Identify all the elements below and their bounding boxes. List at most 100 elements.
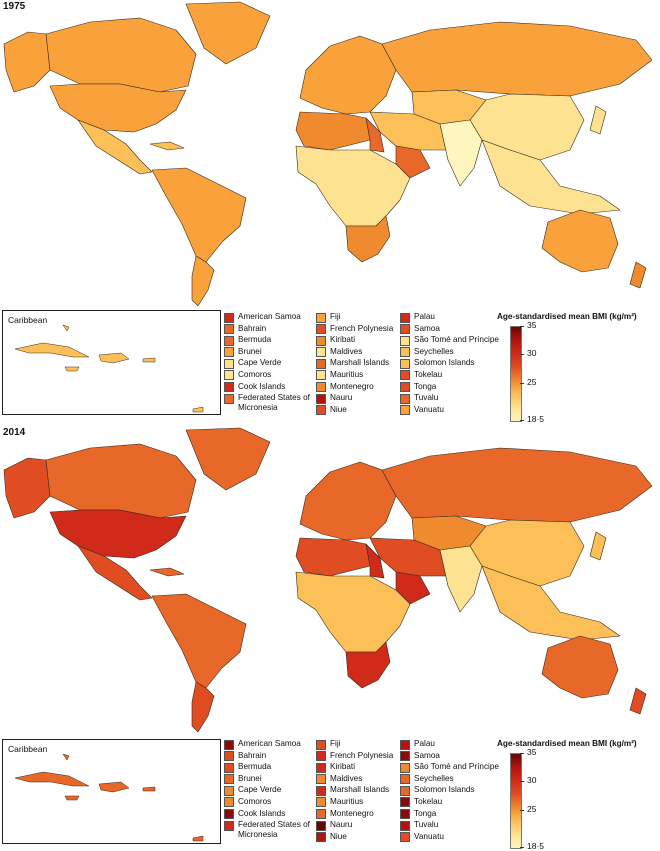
scale-tick [520,781,524,783]
region-russia [381,447,653,523]
legend-swatch [400,370,410,381]
region-southeast-asia [481,139,621,215]
legend-item: Maldives [316,347,393,359]
legend-swatch [316,370,326,381]
scale-tick [520,847,524,848]
year-label: 2014 [3,427,26,438]
legend-swatch [400,832,410,843]
legend-label: Seychelles [414,773,454,783]
region-gulf [395,571,431,605]
inset-islands [14,324,204,413]
caribbean-inset-map [14,324,204,413]
region-north-africa [295,111,371,151]
region-greenland [185,1,271,65]
legend-column-2: Fiji French Polynesia Kiribati Maldives Mars… [316,739,393,843]
region-usa [49,83,187,133]
legend-swatch [224,809,234,820]
legend-item: Kiribati [316,335,393,347]
legend-label: Samoa [414,323,440,333]
legend-swatch [400,347,410,358]
region-greenland [185,427,271,491]
legend-swatch [316,405,326,416]
scale-tick-label: 18·5 [527,414,545,424]
scale-tick [520,354,524,356]
legend-label: Federated States of Micronesia [238,393,310,412]
scale-tick [520,809,524,811]
territory-legend: American Samoa Bahrain Bermuda Brunei Cape V… [224,312,499,420]
legend-item: Montenegro [316,809,393,821]
legend-item: Federated States of Micronesia [224,393,314,416]
legend-label: Montenegro [330,381,374,391]
legend-item: Mauritius [316,797,393,809]
legend-item: Vanuatu [400,405,499,417]
legend-label: Fiji [330,739,341,748]
legend-label: Vanuatu [414,404,444,414]
legend-item: Marshall Islands [316,785,393,797]
legend-label: Tokelau [414,796,443,806]
legend-column-3: Palau Samoa São Tomé and Príncipe Seychelle… [400,312,499,416]
legend-label: French Polynesia [330,323,394,333]
region-new-zealand [629,687,647,715]
legend-label: Palau [414,312,435,321]
territory-legend: American Samoa Bahrain Bermuda Brunei Cape V… [224,739,499,847]
legend-item: Cook Islands [224,809,314,821]
legend-label: Kiribati [330,335,356,345]
scale-tick [520,326,524,327]
legend-swatch [224,785,234,796]
legend-swatch [224,335,234,346]
legend-label: Cape Verde [238,358,282,368]
region-southern-africa [345,641,391,689]
scale-tick [520,382,524,384]
legend-swatch [224,370,234,381]
legend-label: Bermuda [238,335,272,345]
legend-item: Niue [316,832,393,844]
region-middle-east [369,111,447,151]
legend-item: French Polynesia [316,324,393,336]
scale-tick-label: 30 [527,775,537,786]
legend-label: Cook Islands [238,808,286,818]
inset-islands [14,753,204,842]
region-canada [45,17,197,93]
legend-swatch [224,347,234,358]
legend-item: Tuvalu [400,393,499,405]
legend-swatch [224,797,234,808]
island-cuba [14,342,90,358]
legend-swatch [316,820,326,831]
scale-gradient-bar [510,753,522,849]
region-subsaharan-africa [295,145,411,227]
legend-swatch [316,347,326,358]
legend-item: Bermuda [224,335,314,347]
region-india [439,119,483,187]
legend-item: Fiji [316,312,393,324]
legend-label: Cape Verde [238,785,282,795]
region-russia [381,21,653,97]
island-cuba [14,771,90,787]
legend-item: American Samoa [224,312,314,324]
legend-swatch [224,358,234,369]
legend-label: Comoros [238,796,272,806]
legend-label: Samoa [414,750,440,760]
legend-label: Tokelau [414,369,443,379]
legend-swatch [400,809,410,820]
legend-item: Seychelles [400,774,499,786]
panel-2014: 2014 Caribbean [0,426,660,851]
legend-item: Tokelau [400,370,499,382]
scale-gradient-bar [510,326,522,422]
region-southeast-asia [481,565,621,641]
legend-item: Bahrain [224,751,314,763]
legend-label: Niue [330,404,347,414]
legend-item: Niue [316,405,393,417]
legend-item: Montenegro [316,382,393,394]
legend-label: Tuvalu [414,820,439,830]
legend-swatch [400,335,410,346]
legend-item: Cook Islands [224,382,314,394]
region-australia [541,209,619,273]
legend-item: Solomon Islands [400,785,499,797]
region-australia [541,635,619,699]
legend-column-1: American Samoa Bahrain Bermuda Brunei Cape V… [224,312,314,416]
legend-item: Comoros [224,370,314,382]
legend-item: Samoa [400,324,499,336]
caribbean-inset: Caribbean [2,739,221,844]
legend-item: Comoros [224,797,314,809]
region-canada [45,443,197,519]
